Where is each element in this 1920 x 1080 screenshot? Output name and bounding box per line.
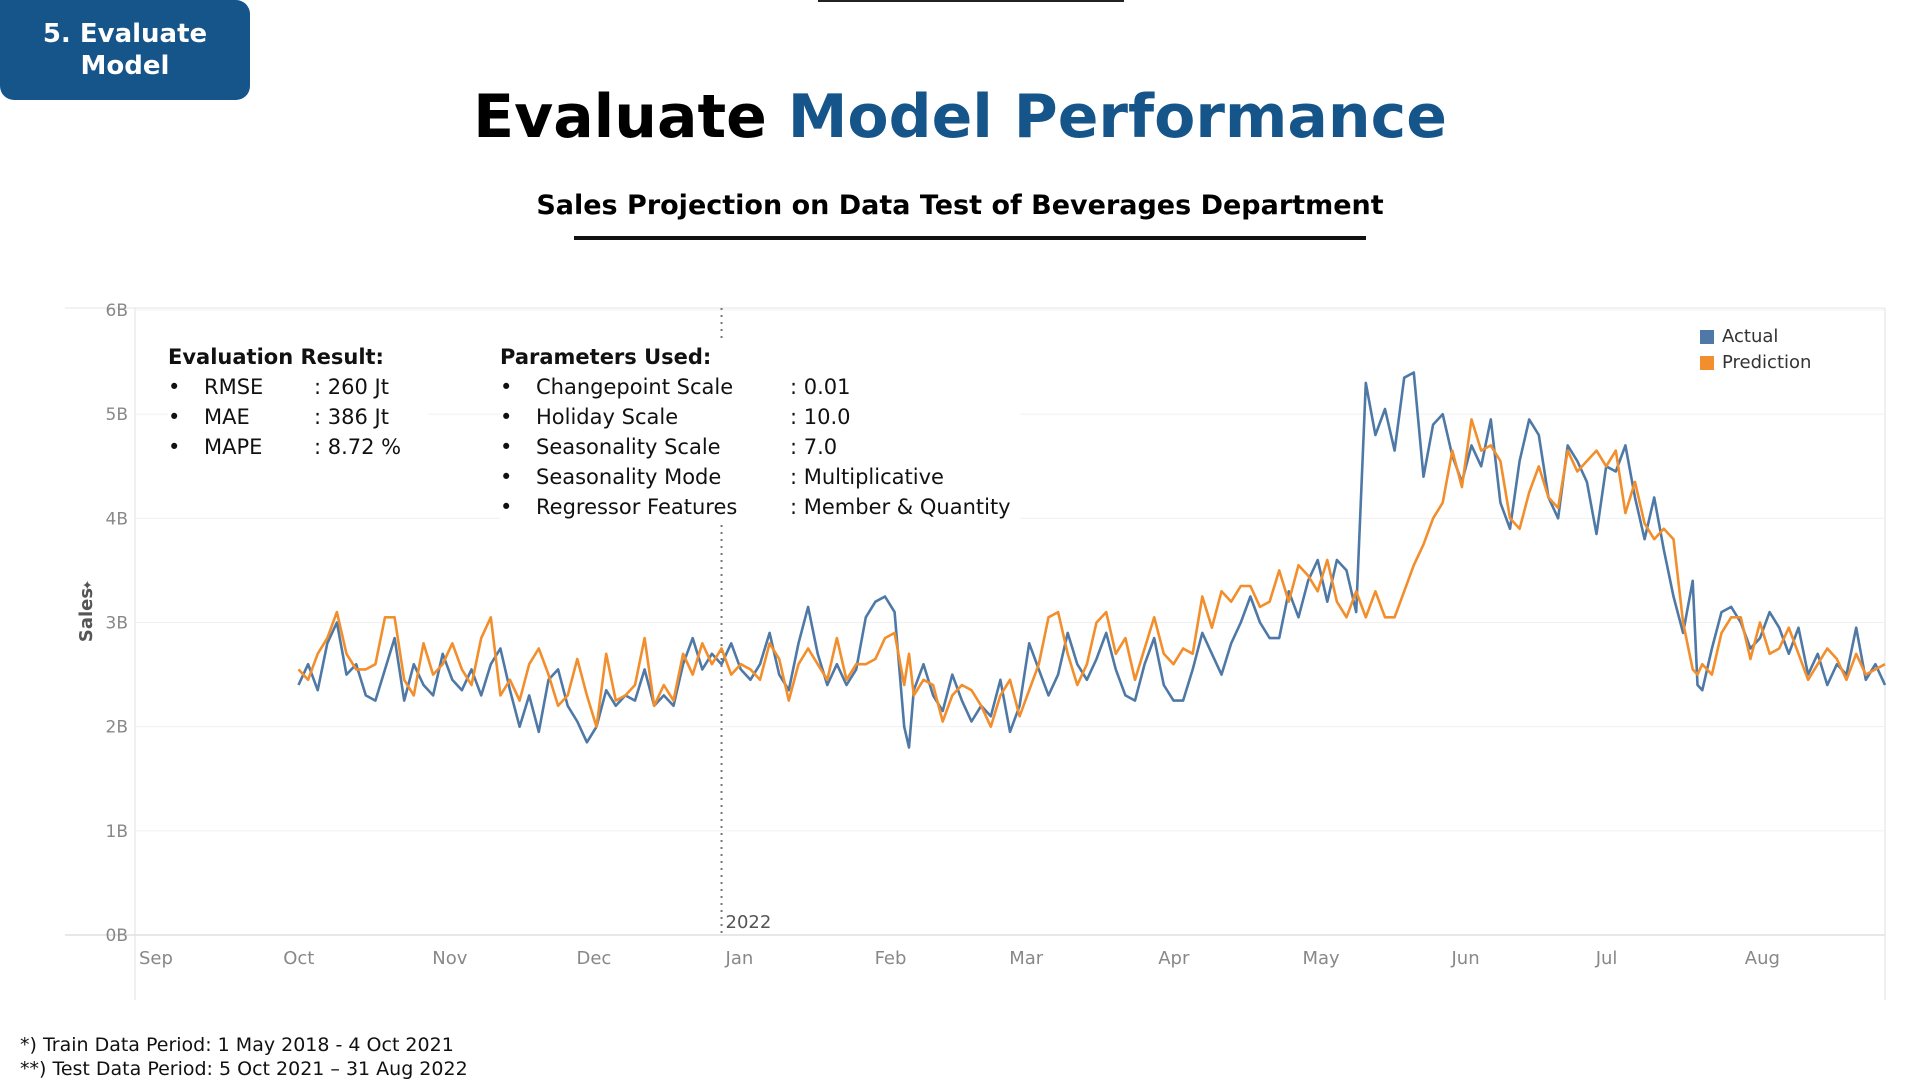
badge-line-1: 5. Evaluate: [42, 19, 208, 49]
actual-series-line: [297, 371, 1887, 749]
x-tick-label: Apr: [1158, 948, 1190, 969]
x-tick-label: Jan: [725, 948, 754, 969]
chart-subtitle: Sales Projection on Data Test of Beverag…: [536, 190, 1384, 221]
x-tick-label: Aug: [1745, 948, 1780, 969]
parameter-label: Changepoint Scale: [536, 375, 734, 399]
sort-indicator-icon: ✦: [81, 579, 96, 590]
parameter-label: Seasonality Mode: [536, 465, 722, 489]
x-tick-label: Feb: [875, 948, 907, 969]
parameter-label: Regressor Features: [536, 495, 738, 519]
y-axis-title: Sales: [76, 588, 97, 642]
legend-prediction: Prediction: [1700, 352, 1811, 373]
parameters-heading: Parameters Used:: [500, 345, 712, 369]
x-tick-label: Oct: [283, 948, 314, 969]
section-badge: 5. Evaluate Model: [0, 0, 250, 100]
parameters-panel: Parameters Used: • Changepoint Scale: 0.0…: [500, 342, 1020, 522]
y-tick-label: 3B: [106, 614, 128, 634]
y-tick-label: 4B: [106, 509, 128, 529]
y-tick-label: 6B: [106, 301, 128, 321]
parameter-row: • Seasonality Mode: Multiplicative: [500, 462, 1020, 492]
parameter-row: • Changepoint Scale: 0.01: [500, 372, 1020, 402]
y-tick-label: 0B: [106, 926, 128, 946]
evaluation-row: • MAPE: 8.72 %: [168, 432, 428, 462]
legend-prediction-label: Prediction: [1722, 352, 1812, 373]
legend-actual-swatch: [1700, 329, 1714, 344]
parameter-row: • Seasonality Scale: 7.0: [500, 432, 1020, 462]
badge-line-2: Model: [80, 51, 170, 81]
evaluation-value: : 260 Jt: [314, 375, 389, 399]
x-tick-label: May: [1302, 948, 1340, 969]
parameter-value: : 7.0: [790, 435, 838, 459]
x-tick-label: Sep: [139, 948, 173, 969]
footnote-train: *) Train Data Period: 1 May 2018 - 4 Oct…: [20, 1034, 454, 1056]
evaluation-label: RMSE: [204, 375, 264, 399]
evaluation-label: MAE: [204, 405, 250, 429]
evaluation-value: : 8.72 %: [314, 435, 402, 459]
legend-actual-label: Actual: [1722, 326, 1779, 347]
parameter-value: : Member & Quantity: [790, 495, 1011, 519]
evaluation-row: • MAE: 386 Jt: [168, 402, 428, 432]
evaluation-value: : 386 Jt: [314, 405, 389, 429]
legend-actual: Actual: [1700, 326, 1778, 347]
parameter-value: : Multiplicative: [790, 465, 944, 489]
evaluation-panel: Evaluation Result: • RMSE: 260 Jt • MAE: 3…: [168, 342, 428, 462]
evaluation-label: MAPE: [204, 435, 263, 459]
parameter-value: : 10.0: [790, 405, 851, 429]
parameter-value: : 0.01: [790, 375, 851, 399]
x-tick-label: Mar: [1009, 948, 1044, 969]
footnote-test: **) Test Data Period: 5 Oct 2021 – 31 Au…: [20, 1058, 468, 1080]
y-tick-label: 5B: [106, 405, 128, 425]
title-part-1: Evaluate: [473, 82, 788, 152]
subtitle-underline: [574, 236, 1366, 240]
page-title: Evaluate Model Performance: [0, 82, 1920, 152]
y-tick-label: 2B: [106, 718, 128, 738]
x-tick-label: Jun: [1451, 948, 1480, 969]
y-tick-label: 1B: [106, 822, 128, 842]
parameter-row: • Holiday Scale: 10.0: [500, 402, 1020, 432]
x-tick-label: Dec: [577, 948, 612, 969]
parameter-label: Holiday Scale: [536, 405, 679, 429]
evaluation-heading: Evaluation Result:: [168, 345, 384, 369]
evaluation-row: • RMSE: 260 Jt: [168, 372, 428, 402]
top-divider: [818, 0, 1124, 2]
year-marker-label: 2022: [726, 912, 772, 933]
parameter-row: • Regressor Features: Member & Quantity: [500, 492, 1020, 522]
title-part-2: Model Performance: [787, 82, 1447, 152]
legend-prediction-swatch: [1700, 355, 1714, 370]
parameter-label: Seasonality Scale: [536, 435, 721, 459]
prediction-series-line: [297, 418, 1886, 728]
x-tick-label: Nov: [432, 948, 467, 969]
x-tick-label: Jul: [1595, 948, 1618, 969]
